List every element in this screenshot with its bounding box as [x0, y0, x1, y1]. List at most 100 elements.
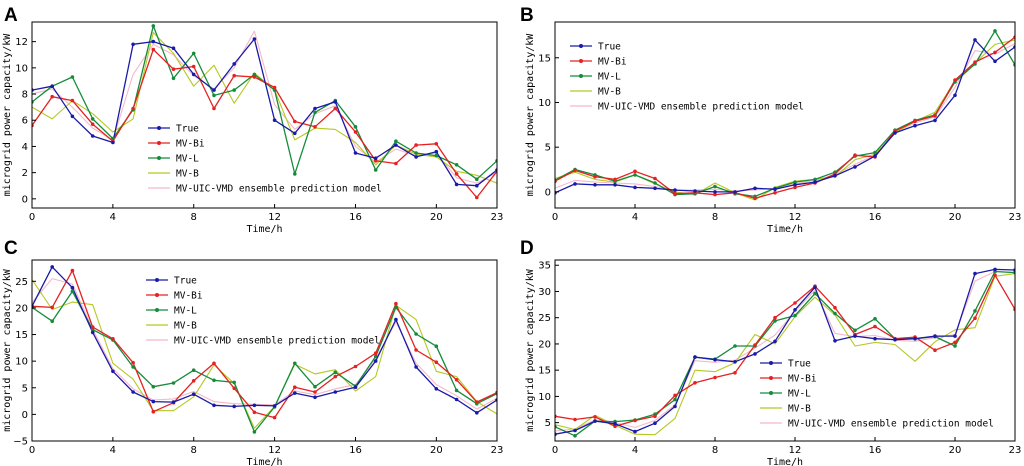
data-point [90, 330, 95, 335]
x-tick-label: 4 [110, 212, 116, 223]
data-point [131, 365, 135, 369]
plot-frame [554, 259, 1016, 442]
data-point [973, 38, 977, 42]
data-point [873, 154, 877, 158]
series-line [32, 279, 497, 429]
data-point [573, 428, 577, 433]
data-point [414, 143, 418, 147]
data-point [191, 51, 196, 56]
data-point [111, 140, 115, 145]
data-point [252, 430, 257, 434]
legend-entry: MV-B [174, 321, 197, 332]
y-tick-label: 35 [538, 261, 551, 272]
data-point [933, 348, 937, 353]
x-tick-label: 23 [491, 212, 504, 223]
legend-entry: MV-Bi [176, 139, 205, 150]
data-point [50, 319, 54, 324]
y-tick-label: 10 [15, 357, 28, 368]
data-point [434, 149, 439, 154]
data-point [733, 344, 737, 348]
data-point [394, 139, 398, 143]
legend-entry: True [174, 276, 197, 287]
data-point [111, 369, 115, 374]
data-point [853, 334, 857, 338]
data-point [293, 391, 297, 395]
legend-marker [769, 376, 773, 380]
data-point [434, 387, 439, 391]
data-point [593, 183, 597, 187]
data-point [893, 337, 897, 342]
chart-panel-B: B 0 4 8 12 16 20 23 0 5 10 15 Time/h microgrid power … [520, 5, 1021, 235]
data-point [70, 268, 75, 273]
data-point [873, 336, 877, 341]
data-point [272, 404, 277, 408]
data-point [633, 173, 637, 177]
data-point [813, 285, 817, 290]
x-tick-label: 12 [268, 212, 281, 223]
data-point [252, 403, 257, 408]
series-line [32, 31, 497, 184]
data-point [953, 344, 957, 348]
data-point [793, 185, 797, 190]
data-point [394, 143, 398, 147]
data-point [313, 384, 317, 389]
data-point [793, 183, 797, 187]
series-line [555, 274, 1015, 427]
data-point [131, 42, 135, 47]
data-point [953, 340, 957, 345]
legend-marker [157, 126, 161, 130]
data-point [454, 397, 459, 402]
data-point [414, 151, 418, 155]
legend-marker [579, 59, 583, 63]
y-tick-label: −5 [13, 437, 28, 448]
data-point [633, 169, 637, 174]
legend-entry: MV-Bi [788, 374, 817, 385]
data-point [313, 395, 317, 400]
data-point [573, 182, 577, 186]
y-axis-label: microgrid power capacity/kW [2, 33, 13, 197]
legend-entry: True [788, 359, 811, 370]
data-point [434, 153, 439, 158]
plot-frame [554, 21, 1016, 209]
data-point [111, 337, 115, 341]
data-point [90, 134, 95, 138]
x-tick-label: 0 [29, 212, 35, 223]
data-point [333, 370, 338, 375]
data-point [733, 190, 737, 194]
legend-entry: MV-Bi [598, 57, 627, 68]
x-tick-label: 20 [949, 212, 962, 223]
data-point [973, 60, 977, 64]
data-point [673, 404, 677, 409]
data-point [232, 380, 236, 385]
data-point [90, 117, 95, 121]
data-point [773, 319, 777, 323]
data-point [653, 176, 657, 181]
data-point [313, 106, 317, 111]
data-point [593, 415, 597, 419]
data-point [673, 188, 677, 192]
data-point [313, 110, 317, 115]
series-line [32, 48, 497, 199]
data-point [613, 177, 617, 182]
y-tick-label: 5 [22, 383, 28, 394]
series-line [555, 36, 1015, 199]
data-point [151, 47, 156, 52]
data-point [613, 424, 617, 429]
data-point [573, 168, 577, 173]
legend-marker [157, 141, 161, 145]
series-line [555, 39, 1015, 194]
data-point [373, 351, 378, 356]
chart-panel-D: D 0 4 8 12 16 20 23 5 10 15 20 25 30 35 Time/h microgrid… [520, 238, 1021, 466]
x-tick-label: 23 [1009, 212, 1022, 223]
data-point [232, 62, 236, 66]
data-point [933, 114, 937, 118]
x-tick-label: 0 [552, 212, 558, 223]
y-tick-label: 20 [538, 339, 551, 350]
data-point [454, 378, 459, 382]
legend-entry: MV-UIC-VMD ensemble prediction model [598, 102, 804, 113]
y-tick-label: 8 [22, 90, 28, 101]
legend-entry: MV-L [788, 389, 811, 400]
data-point [232, 404, 236, 409]
data-point [434, 344, 439, 349]
